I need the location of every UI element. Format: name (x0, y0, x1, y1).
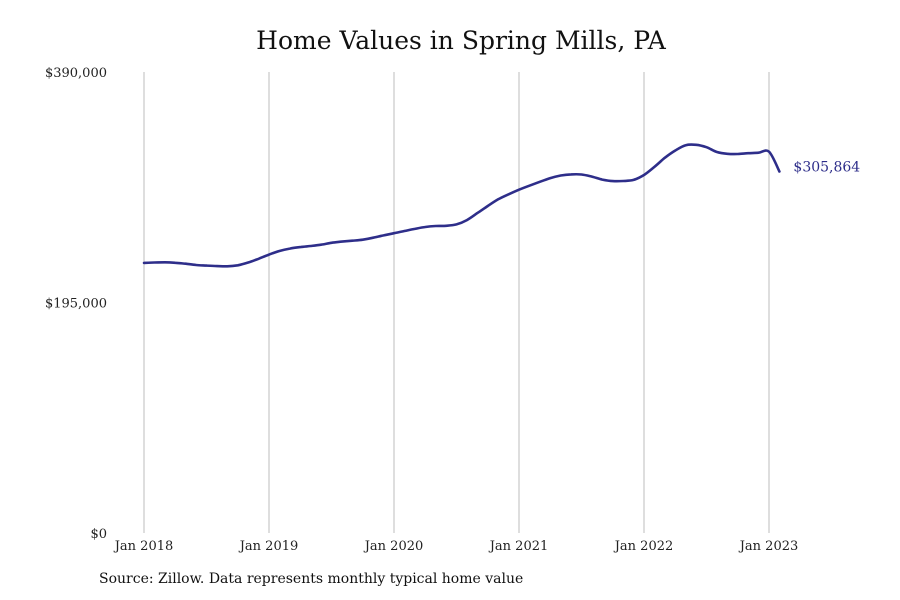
y-tick-label: $390,000 (45, 66, 107, 81)
chart-title: Home Values in Spring Mills, PA (256, 26, 666, 55)
x-tick-label: Jan 2021 (488, 539, 549, 554)
x-tick-label: Jan 2023 (738, 539, 799, 554)
x-tick-label: Jan 2022 (613, 539, 674, 554)
end-value-label: $305,864 (793, 159, 860, 175)
y-tick-label: $195,000 (45, 297, 107, 312)
x-tick-label: Jan 2020 (363, 539, 424, 554)
source-note: Source: Zillow. Data represents monthly … (99, 571, 524, 587)
x-tick-label: Jan 2018 (113, 539, 174, 554)
x-tick-label: Jan 2019 (238, 539, 299, 554)
series-line (142, 143, 781, 268)
y-tick-label: $0 (90, 527, 107, 542)
